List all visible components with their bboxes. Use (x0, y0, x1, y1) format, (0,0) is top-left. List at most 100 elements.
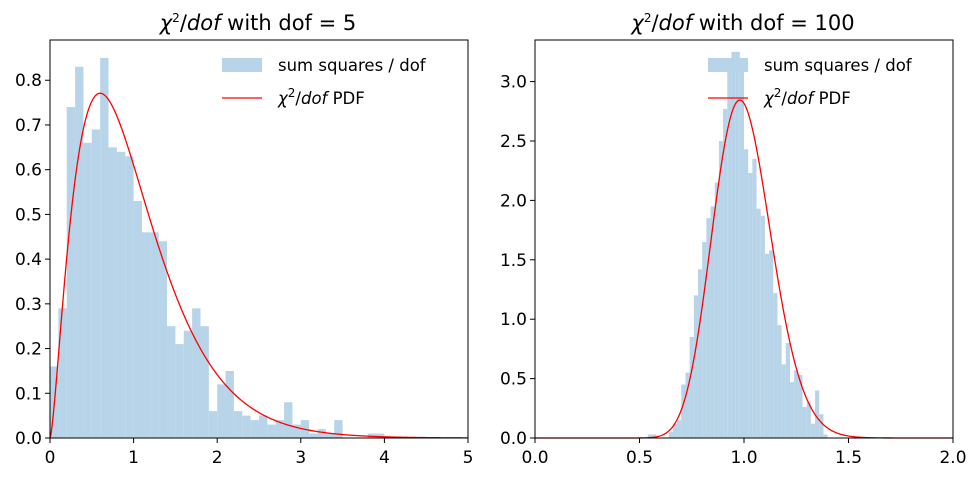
histogram-bar (134, 201, 142, 438)
x-axis-ticks: 0 1 2 3 4 5 (45, 438, 474, 468)
x-tick-label: 0 (45, 448, 56, 468)
histogram-bar (58, 308, 66, 438)
histogram-bar (769, 250, 773, 438)
y-tick-label: 0.2 (15, 340, 42, 360)
histogram-bar (761, 216, 765, 438)
histogram-bar (744, 149, 748, 438)
histogram-bar (698, 269, 702, 438)
histogram-bar (184, 331, 192, 438)
y-tick-label: 1.0 (500, 310, 527, 330)
histogram-bars (50, 58, 384, 438)
y-axis-ticks: 0.00.51.01.52.02.53.0 (500, 73, 535, 449)
histogram-bar (125, 156, 133, 438)
x-tick-label: 0.0 (521, 448, 548, 468)
legend-label-pdf: χ2/dof PDF (763, 86, 851, 108)
x-tick-label: 1.0 (730, 448, 757, 468)
histogram-bar (209, 411, 217, 438)
histogram-bar (790, 382, 794, 438)
histogram-bar (715, 183, 719, 438)
chart-title: χ2/dof with dof = 100 (630, 11, 854, 35)
histogram-bar (677, 420, 681, 438)
y-tick-label: 2.5 (500, 132, 527, 152)
y-tick-label: 0.1 (15, 384, 42, 404)
y-tick-label: 0.5 (15, 205, 42, 225)
histogram-bar (284, 402, 292, 438)
histogram-bar (819, 414, 823, 438)
histogram-bar (67, 107, 75, 438)
histogram-bar (823, 434, 827, 438)
histogram-bar (782, 364, 786, 438)
histogram-bar (318, 429, 326, 438)
histogram-bar (83, 143, 91, 438)
histogram-bar (803, 407, 807, 438)
histogram-bar (242, 416, 250, 438)
y-axis-ticks: 0.0 0.1 0.2 0.3 0.4 0.5 0.6 0.7 0.8 (15, 71, 50, 449)
histogram-bar (794, 370, 798, 438)
legend-label-pdf: χ2/dof PDF (277, 86, 365, 108)
y-tick-label: 3.0 (500, 73, 527, 93)
x-axis-ticks: 0.0 0.5 1.0 1.5 2.0 (521, 438, 966, 468)
histogram-bar (757, 209, 761, 438)
histogram-bar (723, 109, 727, 438)
histogram-bar (192, 308, 200, 438)
x-tick-label: 3 (295, 448, 306, 468)
histogram-bar (159, 241, 167, 438)
y-tick-label: 0.0 (500, 429, 527, 449)
y-tick-label: 0.6 (15, 161, 42, 181)
y-tick-label: 0.8 (15, 71, 42, 91)
y-tick-label: 2.0 (500, 191, 527, 211)
x-tick-label: 2 (212, 448, 223, 468)
histogram-bar (765, 254, 769, 438)
histogram-bar (694, 295, 698, 438)
histogram-bar (175, 344, 183, 438)
histogram-bar (736, 52, 740, 438)
histogram-bar (92, 129, 100, 438)
histogram-bar (740, 70, 744, 438)
histogram-bar (719, 141, 723, 438)
histogram-bar (752, 159, 756, 438)
histogram-bar (226, 371, 234, 438)
histogram-bar (100, 58, 108, 438)
histogram-bar (259, 416, 267, 438)
histogram-bar (75, 67, 83, 438)
x-tick-label: 1.5 (835, 448, 862, 468)
x-tick-label: 2.0 (939, 448, 966, 468)
histogram-bar (748, 173, 752, 438)
histogram-bar (267, 425, 275, 438)
x-tick-label: 0.5 (626, 448, 653, 468)
legend-swatch-histogram (222, 58, 262, 72)
legend-swatch-histogram (708, 58, 748, 72)
y-tick-label: 0.5 (500, 370, 527, 390)
legend-label-histogram: sum squares / dof (278, 56, 427, 75)
histogram-bar (309, 434, 317, 438)
histogram-bar (786, 343, 790, 438)
histogram-bar (681, 385, 685, 438)
histogram-bar (109, 147, 117, 438)
x-tick-label: 1 (128, 448, 139, 468)
histogram-bar (702, 242, 706, 438)
chart-panel-dof5: χ2/dof with dof = 5 012345 0.00.10.20.30… (15, 11, 473, 468)
legend: sum squares / dof χ2/dof PDF (222, 56, 427, 108)
x-tick-label: 4 (379, 448, 390, 468)
histogram-bar (142, 232, 150, 438)
chart-panel-dof100: χ2/dof with dof = 100 0.0 0.5 1.0 1.5 2.0 0.… (500, 11, 967, 468)
histogram-bar (777, 325, 781, 438)
histogram-bar (811, 424, 815, 438)
histogram-bar (690, 337, 694, 438)
y-tick-label: 0.0 (15, 429, 42, 449)
histogram-bar (731, 52, 735, 438)
histogram-bar (815, 390, 819, 438)
legend-label-histogram: sum squares / dof (764, 56, 913, 75)
histogram-bar (117, 152, 125, 438)
histogram-bar (217, 384, 225, 438)
histogram-bar (334, 420, 342, 438)
y-tick-label: 0.3 (15, 295, 42, 315)
histogram-bar (150, 232, 158, 438)
histogram-bar (251, 420, 259, 438)
histogram-bar (669, 432, 673, 438)
histogram-bar (773, 293, 777, 438)
y-tick-label: 0.7 (15, 116, 42, 136)
y-tick-label: 0.4 (15, 250, 42, 270)
x-tick-label: 5 (463, 448, 474, 468)
